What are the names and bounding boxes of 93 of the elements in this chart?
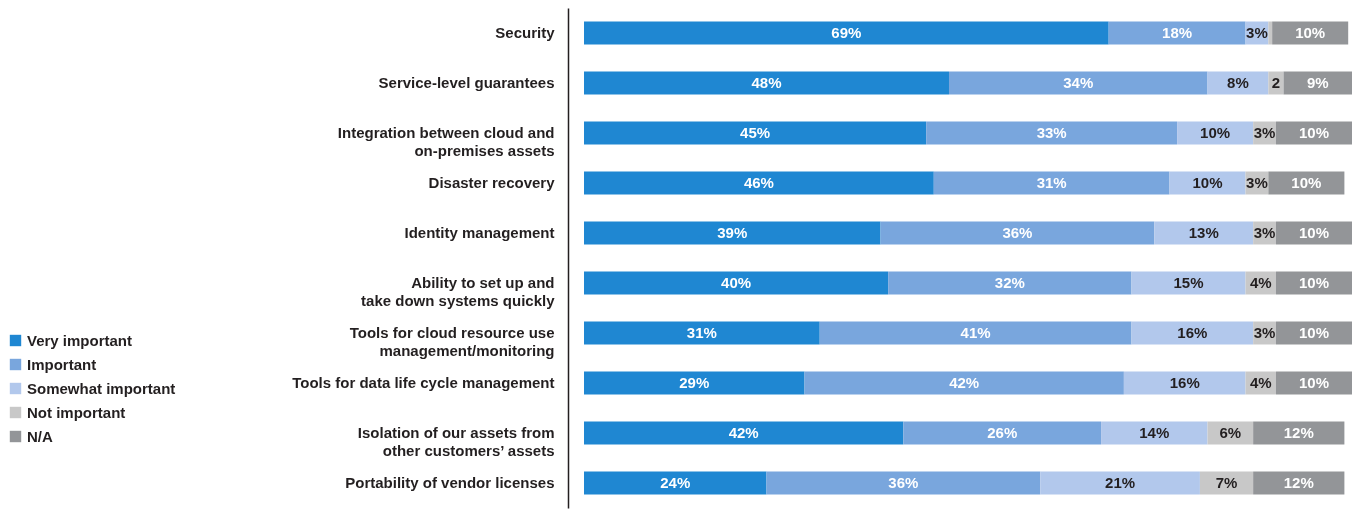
legend-label: Very important — [27, 331, 133, 349]
bar — [584, 271, 889, 295]
data-label: 3% — [1246, 24, 1268, 41]
y-tick-label: Portability of vendor licenses — [345, 474, 555, 491]
data-label: 10% — [1192, 174, 1223, 191]
data-label: 34% — [1063, 74, 1094, 91]
data-label: 14% — [1139, 424, 1170, 441]
data-label: 33% — [1036, 124, 1067, 141]
legend-label: Somewhat important — [27, 379, 176, 397]
bar — [804, 371, 1124, 395]
data-label: 36% — [1002, 224, 1033, 241]
data-label: 16% — [1169, 374, 1200, 391]
bar — [584, 21, 1109, 45]
legend-label: Important — [27, 355, 97, 373]
data-label: 16% — [1177, 324, 1208, 341]
data-label: 10% — [1298, 374, 1329, 391]
data-label: 3% — [1253, 224, 1276, 241]
bar — [584, 371, 805, 395]
bar — [819, 321, 1132, 345]
y-tick-label: Tools for cloud resource use management/monitoring — [349, 324, 555, 359]
data-label: 4% — [1249, 274, 1272, 291]
data-label: 18% — [1162, 24, 1193, 41]
y-tick-label: Service-level guarantees — [378, 74, 555, 91]
data-label: 3% — [1253, 324, 1276, 341]
bar — [1101, 421, 1208, 445]
bar — [1040, 471, 1200, 495]
data-label: 36% — [888, 474, 919, 491]
bar — [880, 221, 1155, 245]
data-label: 2 — [1271, 74, 1281, 91]
y-tick-label: Identity management — [404, 224, 555, 241]
bar — [1268, 21, 1273, 45]
data-label: 45% — [740, 124, 771, 141]
data-label: 9% — [1306, 74, 1329, 91]
data-label: 8% — [1227, 74, 1249, 91]
bar — [1154, 221, 1254, 245]
bar — [584, 421, 904, 445]
data-label: 3% — [1246, 174, 1268, 191]
legend-label: N/A — [27, 427, 53, 445]
data-label: 32% — [994, 274, 1025, 291]
data-label: 31% — [1036, 174, 1067, 191]
bar — [766, 471, 1041, 495]
data-label: 24% — [660, 474, 691, 491]
bar — [1253, 471, 1345, 495]
bar — [1253, 421, 1345, 445]
data-label: 10% — [1298, 324, 1329, 341]
bar — [584, 221, 881, 245]
data-label: 12% — [1283, 424, 1314, 441]
data-label: 69% — [831, 24, 862, 41]
y-tick-label: Ability to set up and take down systems quickly — [361, 274, 556, 309]
bar — [948, 71, 1208, 95]
bar — [584, 121, 927, 145]
data-label: 10% — [1298, 224, 1329, 241]
bar — [926, 121, 1178, 145]
data-label: 26% — [987, 424, 1018, 441]
bar — [584, 321, 820, 345]
bar — [1131, 321, 1254, 345]
data-label: 42% — [949, 374, 980, 391]
bar — [1123, 371, 1246, 395]
data-label: 42% — [728, 424, 759, 441]
data-label: 48% — [751, 74, 782, 91]
bar — [584, 471, 767, 495]
data-label: 41% — [960, 324, 991, 341]
legend-label: Not important — [27, 403, 126, 421]
data-label: 40% — [721, 274, 752, 291]
data-label: 10% — [1291, 174, 1322, 191]
data-label: 10% — [1298, 124, 1329, 141]
bar — [584, 171, 934, 195]
data-label: 3% — [1253, 124, 1276, 141]
data-label: 10% — [1295, 24, 1326, 41]
data-label: 10% — [1200, 124, 1231, 141]
data-label: 39% — [717, 224, 748, 241]
data-label: 21% — [1105, 474, 1136, 491]
bar — [933, 171, 1170, 195]
bar — [1108, 21, 1246, 45]
y-tick-label: Isolation of our assets from other customers’ assets — [357, 424, 555, 459]
y-tick-label: Tools for data life cycle management — [292, 374, 555, 391]
data-label: 29% — [679, 374, 710, 391]
bar — [888, 271, 1132, 295]
data-label: 15% — [1173, 274, 1204, 291]
y-tick-label: Disaster recovery — [428, 174, 556, 191]
data-label: 13% — [1188, 224, 1219, 241]
y-tick-label: Security — [495, 24, 556, 41]
y-tick-label: Integration between cloud and on-premises assets — [337, 124, 555, 159]
data-label: 4% — [1249, 374, 1272, 391]
bar — [903, 421, 1102, 445]
data-label: 31% — [686, 324, 717, 341]
data-label: 46% — [743, 174, 774, 191]
bar — [584, 71, 949, 95]
data-label: 7% — [1215, 474, 1238, 491]
data-label: 10% — [1298, 274, 1329, 291]
data-label: 6% — [1219, 424, 1242, 441]
bar — [1131, 271, 1246, 295]
data-label: 12% — [1283, 474, 1314, 491]
